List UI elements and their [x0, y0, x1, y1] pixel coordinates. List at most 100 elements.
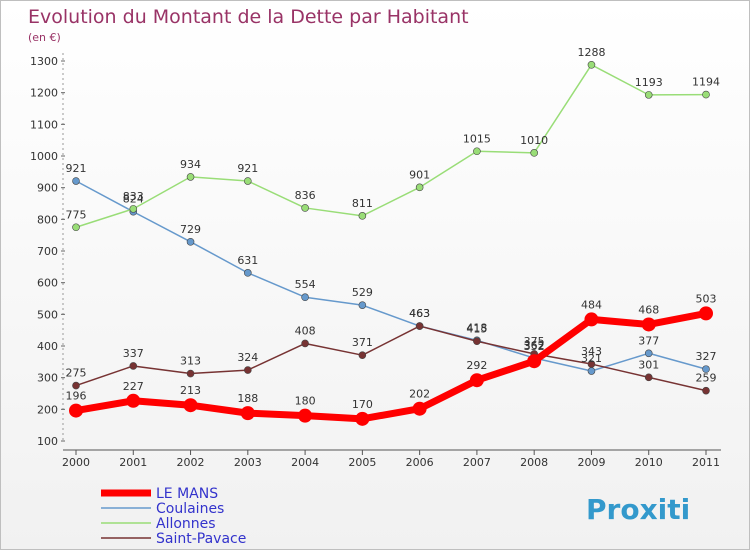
data-point — [244, 177, 252, 185]
data-label: 729 — [180, 223, 201, 236]
y-tick-label: 900 — [37, 182, 58, 195]
data-point — [702, 365, 710, 373]
data-label: 631 — [237, 254, 258, 267]
data-point — [358, 212, 367, 220]
data-point — [587, 367, 596, 375]
data-point — [183, 398, 198, 413]
data-label: 824 — [123, 193, 144, 206]
legend-label: Coulaines — [156, 501, 224, 517]
data-point — [186, 369, 195, 378]
data-point — [644, 373, 653, 382]
data-label: 343 — [581, 345, 602, 358]
data-point — [702, 386, 710, 395]
data-label: 463 — [409, 307, 430, 320]
y-tick-label: 1200 — [30, 87, 58, 100]
series-line — [75, 180, 707, 372]
x-tick-label: 2002 — [177, 456, 205, 469]
data-label: 529 — [352, 286, 373, 299]
data-point — [644, 91, 653, 99]
data-label: 554 — [295, 278, 316, 291]
x-tick-label: 2010 — [635, 456, 663, 469]
y-tick-label: 1300 — [30, 55, 58, 68]
data-point — [699, 306, 713, 321]
data-point — [527, 354, 542, 369]
y-tick-label: 300 — [37, 372, 58, 385]
data-point — [473, 337, 481, 346]
data-label: 292 — [466, 359, 487, 372]
y-tick-label: 800 — [37, 213, 58, 226]
data-label: 377 — [638, 334, 659, 347]
y-tick-label: 1000 — [30, 150, 58, 163]
data-label: 1193 — [635, 76, 663, 89]
data-label: 170 — [352, 398, 373, 411]
data-label: 408 — [295, 324, 316, 337]
data-label: 415 — [466, 322, 487, 335]
data-point — [301, 204, 309, 212]
data-point — [702, 90, 710, 99]
chart-title: Evolution du Montant de la Dette par Hab… — [28, 6, 469, 28]
data-point — [240, 406, 255, 421]
x-tick-label: 2003 — [234, 456, 262, 469]
data-point — [584, 312, 599, 327]
data-label: 196 — [66, 390, 87, 403]
y-tick-label: 600 — [37, 277, 58, 290]
data-label: 468 — [638, 303, 659, 316]
data-label: 375 — [524, 335, 545, 348]
data-point — [358, 301, 367, 309]
y-tick-label: 700 — [37, 245, 58, 258]
data-point — [72, 381, 80, 390]
data-label: 337 — [123, 347, 144, 360]
data-point — [129, 362, 138, 370]
data-label: 1015 — [463, 132, 491, 145]
data-label: 324 — [237, 351, 258, 364]
data-label: 934 — [180, 158, 201, 171]
data-labels: 921 824 729 631 554 529 463 418 362 321 377 327 775 8… — [66, 46, 721, 411]
data-point — [473, 147, 481, 156]
x-tick-label: 2004 — [291, 456, 319, 469]
data-point — [301, 293, 309, 302]
plot-area — [69, 60, 713, 426]
data-label: 463 — [409, 307, 430, 320]
data-label: 811 — [352, 197, 373, 210]
data-label: 1288 — [577, 46, 605, 59]
data-label: 418 — [466, 321, 487, 334]
data-label: 202 — [409, 388, 430, 401]
data-point — [641, 317, 656, 332]
data-label: 259 — [696, 372, 717, 385]
data-point — [644, 349, 653, 358]
data-label: 1194 — [692, 76, 720, 89]
data-label: 188 — [237, 392, 258, 405]
proxiti-logo: Proxiti — [586, 493, 690, 526]
x-tick-label: 2006 — [406, 456, 434, 469]
data-point — [530, 149, 538, 157]
data-label: 775 — [66, 208, 87, 221]
data-point — [301, 339, 309, 348]
y-tick-label: 200 — [37, 403, 58, 416]
x-tick-label: 2001 — [119, 456, 147, 469]
data-point — [72, 177, 80, 185]
data-point — [186, 238, 195, 246]
data-point — [355, 411, 370, 426]
data-label: 180 — [295, 395, 316, 408]
legend-label: Saint-Pavace — [156, 531, 246, 547]
legend-label: LE MANS — [156, 486, 218, 502]
legend-label: Allonnes — [156, 516, 216, 532]
data-point — [358, 351, 367, 359]
data-point — [415, 183, 424, 192]
data-point — [69, 403, 83, 418]
data-point — [412, 401, 427, 416]
data-point — [186, 173, 195, 181]
data-label: 213 — [180, 384, 201, 397]
x-tick-label: 2009 — [577, 456, 605, 469]
axes: 100 200 300 400 500 600 700 800 900 1000 1100 1200 1… — [30, 53, 721, 469]
data-point — [298, 408, 313, 423]
data-point — [587, 60, 596, 69]
x-tick-label: 2005 — [348, 456, 376, 469]
data-label: 327 — [696, 350, 717, 363]
logo-text: Proxiti — [586, 493, 690, 526]
x-tick-label: 2011 — [692, 456, 720, 469]
chart-subtitle: (en €) — [28, 31, 61, 44]
data-label: 836 — [295, 189, 316, 202]
x-tick-label: 2000 — [62, 456, 90, 469]
